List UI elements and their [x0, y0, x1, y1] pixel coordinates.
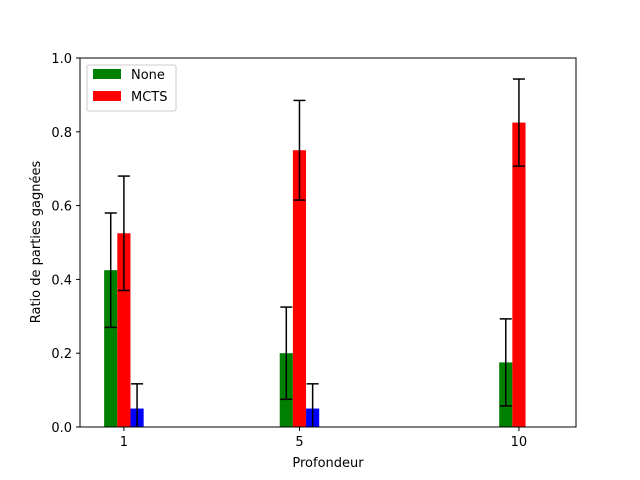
y-tick-label-0.8: 0.8 — [51, 126, 72, 141]
legend-swatch-none — [93, 69, 121, 79]
bar-mcts-1 — [117, 233, 131, 427]
x-tick-label-5: 5 — [295, 435, 303, 450]
legend-label-mcts: MCTS — [131, 90, 168, 105]
legend-swatch-mcts — [93, 91, 121, 101]
legend: None MCTS — [86, 64, 177, 112]
y-tick-label-0.0: 0.0 — [51, 421, 72, 436]
bars-layer — [104, 122, 526, 427]
y-tick-label-0.6: 0.6 — [51, 200, 72, 215]
y-tick-label-0.4: 0.4 — [51, 273, 72, 288]
errorbar-layer — [104, 78, 525, 427]
bar-mcts-10 — [512, 122, 526, 427]
y-tick-label-0.2: 0.2 — [51, 347, 72, 362]
bar-none-1 — [104, 270, 118, 427]
x-axis: 1 5 10 — [120, 427, 527, 450]
x-tick-label-1: 1 — [120, 435, 128, 450]
y-tick-label-1.0: 1.0 — [51, 52, 72, 67]
y-axis: 0.0 0.2 0.4 0.6 0.8 1.0 — [51, 52, 80, 436]
bar-mcts-5 — [292, 150, 307, 427]
x-tick-label-10: 10 — [511, 435, 528, 450]
y-axis-label: Ratio de parties gagnées — [29, 161, 44, 324]
plot-frame — [79, 57, 577, 428]
x-axis-label: Profondeur — [292, 456, 364, 471]
legend-label-none: None — [131, 68, 165, 83]
